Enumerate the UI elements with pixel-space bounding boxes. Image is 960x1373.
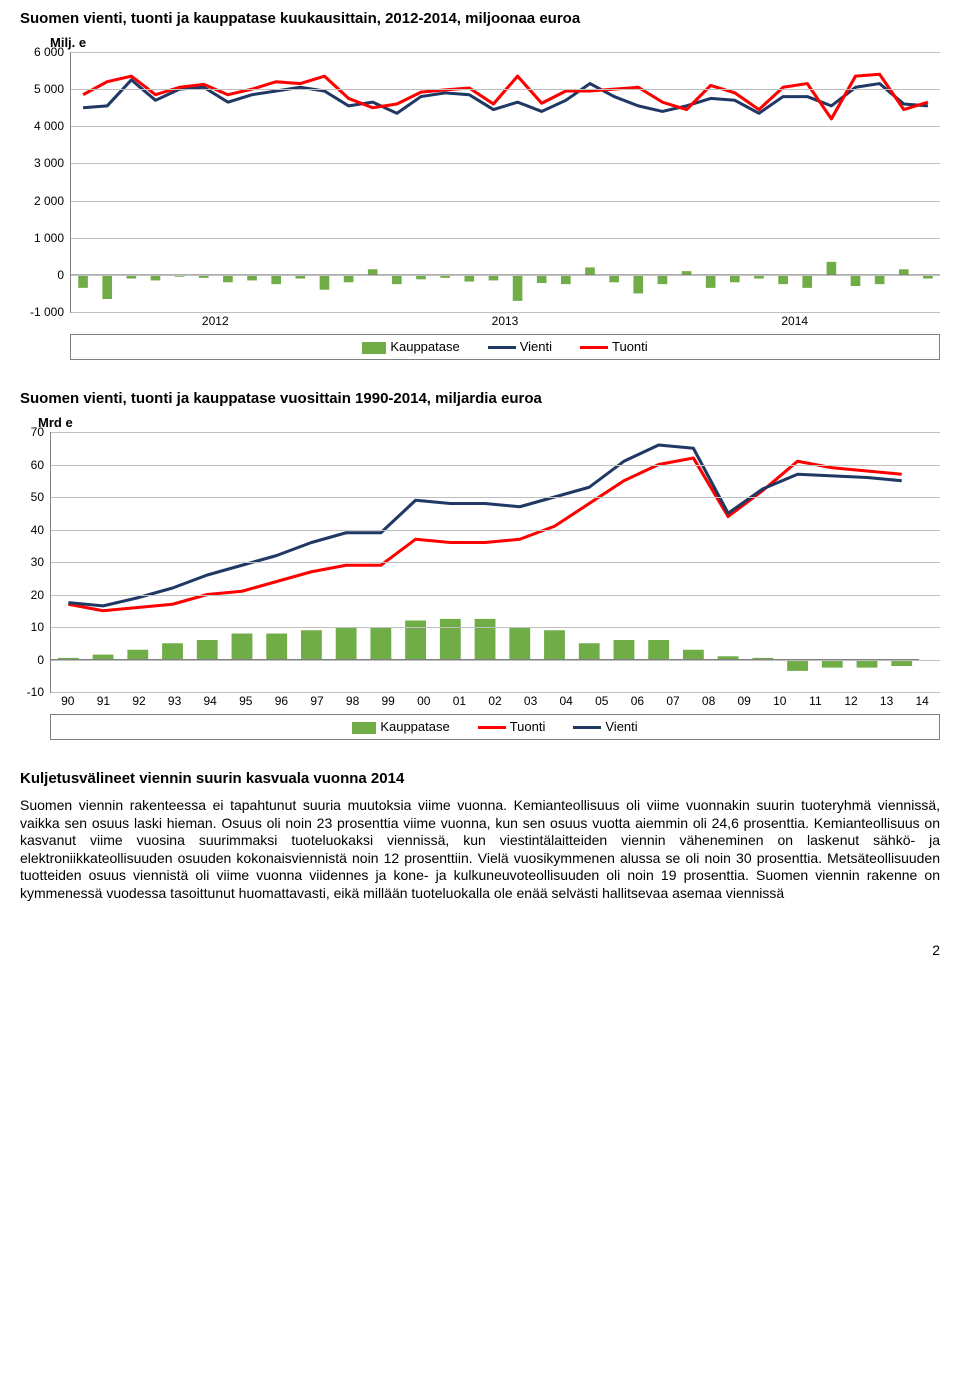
annual-chart-legend: Kauppatase Tuonti Vienti <box>50 714 940 740</box>
monthly-chart-y-axis: 6 0005 0004 0003 0002 0001 0000-1 000 <box>20 52 68 312</box>
monthly-chart-axis-label: Milj. e <box>50 35 940 50</box>
x-tick-label: 03 <box>524 694 537 708</box>
x-tick-label: 10 <box>773 694 786 708</box>
y-tick-label: 3 000 <box>34 156 64 170</box>
x-tick-label: 2012 <box>202 314 229 328</box>
x-tick-label: 05 <box>595 694 608 708</box>
monthly-chart: Suomen vienti, tuonti ja kauppatase kuuk… <box>20 10 940 360</box>
y-tick-label: 4 000 <box>34 119 64 133</box>
x-tick-label: 97 <box>310 694 323 708</box>
y-tick-label: -10 <box>27 685 44 699</box>
annual-chart-y-axis: 706050403020100-10 <box>20 432 48 692</box>
legend-item: Tuonti <box>478 719 546 734</box>
legend-item: Vienti <box>573 719 637 734</box>
monthly-chart-svg <box>71 52 940 312</box>
legend-item: Kauppatase <box>352 719 449 734</box>
y-tick-label: 0 <box>37 653 44 667</box>
legend-label: Tuonti <box>510 719 546 734</box>
x-tick-label: 12 <box>844 694 857 708</box>
y-tick-label: 0 <box>57 268 64 282</box>
annual-chart-axis-label: Mrd e <box>38 415 940 430</box>
x-tick-label: 99 <box>382 694 395 708</box>
x-tick-label: 04 <box>560 694 573 708</box>
legend-item: Kauppatase <box>362 339 459 354</box>
annual-chart-plot <box>50 432 940 693</box>
x-tick-label: 09 <box>738 694 751 708</box>
x-tick-label: 02 <box>488 694 501 708</box>
x-tick-label: 2014 <box>781 314 808 328</box>
legend-item: Tuonti <box>580 339 648 354</box>
y-tick-label: 50 <box>31 490 44 504</box>
annual-chart-title: Suomen vienti, tuonti ja kauppatase vuos… <box>20 390 940 407</box>
y-tick-label: 70 <box>31 425 44 439</box>
y-tick-label: 6 000 <box>34 45 64 59</box>
y-tick-label: 1 000 <box>34 231 64 245</box>
legend-label: Kauppatase <box>380 719 449 734</box>
x-tick-label: 08 <box>702 694 715 708</box>
y-tick-label: 60 <box>31 458 44 472</box>
y-tick-label: 5 000 <box>34 82 64 96</box>
y-tick-label: 2 000 <box>34 194 64 208</box>
section-body: Suomen viennin rakenteessa ei tapahtunut… <box>20 797 940 902</box>
monthly-chart-legend: Kauppatase Vienti Tuonti <box>70 334 940 360</box>
x-tick-label: 01 <box>453 694 466 708</box>
x-tick-label: 91 <box>97 694 110 708</box>
x-tick-label: 00 <box>417 694 430 708</box>
y-tick-label: 40 <box>31 523 44 537</box>
x-tick-label: 90 <box>61 694 74 708</box>
x-tick-label: 96 <box>275 694 288 708</box>
legend-label: Vienti <box>520 339 552 354</box>
legend-swatch-icon <box>362 342 386 354</box>
x-tick-label: 11 <box>809 694 821 708</box>
legend-label: Kauppatase <box>390 339 459 354</box>
y-tick-label: 30 <box>31 555 44 569</box>
legend-label: Vienti <box>605 719 637 734</box>
x-tick-label: 95 <box>239 694 252 708</box>
x-tick-label: 13 <box>880 694 893 708</box>
x-tick-label: 93 <box>168 694 181 708</box>
legend-line-icon <box>488 346 516 349</box>
y-tick-label: 10 <box>31 620 44 634</box>
page-number: 2 <box>20 942 940 958</box>
legend-line-icon <box>573 726 601 729</box>
monthly-chart-plot <box>70 52 940 313</box>
annual-chart: Suomen vienti, tuonti ja kauppatase vuos… <box>20 390 940 740</box>
y-tick-label: -1 000 <box>30 305 64 319</box>
x-tick-label: 2013 <box>492 314 519 328</box>
x-tick-label: 06 <box>631 694 644 708</box>
section-heading: Kuljetusvälineet viennin suurin kasvuala… <box>20 770 940 787</box>
x-tick-label: 07 <box>666 694 679 708</box>
x-tick-label: 92 <box>132 694 145 708</box>
legend-item: Vienti <box>488 339 552 354</box>
legend-label: Tuonti <box>612 339 648 354</box>
x-tick-label: 94 <box>204 694 217 708</box>
monthly-chart-title: Suomen vienti, tuonti ja kauppatase kuuk… <box>20 10 940 27</box>
legend-swatch-icon <box>352 722 376 734</box>
legend-line-icon <box>580 346 608 349</box>
x-tick-label: 14 <box>916 694 929 708</box>
x-tick-label: 98 <box>346 694 359 708</box>
y-tick-label: 20 <box>31 588 44 602</box>
annual-chart-x-axis: 90 91 92 93 94 95 96 97 98 99 00 01 02 03 04 05 06 07 08 09… <box>50 692 940 710</box>
monthly-chart-x-axis: 2012 2013 2014 <box>70 312 940 330</box>
legend-line-icon <box>478 726 506 729</box>
